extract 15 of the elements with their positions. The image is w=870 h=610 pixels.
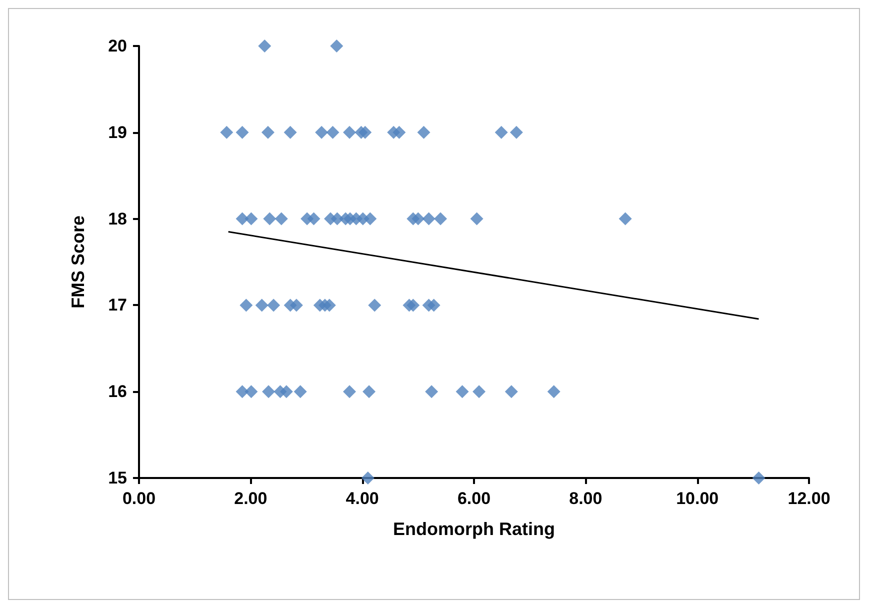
y-axis-title: FMS Score [68, 215, 88, 309]
y-tick-label: 16 [108, 382, 127, 402]
x-axis-title: Endomorph Rating [393, 519, 555, 539]
x-tick-label: 2.00 [234, 489, 268, 508]
y-tick-label: 18 [108, 209, 127, 228]
x-tick-label: 10.00 [676, 489, 719, 508]
x-tick-label: 12.00 [788, 489, 830, 508]
y-tick-label: 19 [108, 122, 127, 142]
y-tick-label: 15 [108, 468, 127, 488]
y-tick-label: 20 [108, 36, 127, 56]
y-tick-label: 17 [108, 296, 127, 315]
x-tick-label: 0.00 [122, 489, 156, 508]
x-tick-label: 8.00 [569, 489, 602, 508]
x-tick-label: 6.00 [457, 489, 491, 508]
x-tick-label: 4.00 [346, 489, 379, 508]
